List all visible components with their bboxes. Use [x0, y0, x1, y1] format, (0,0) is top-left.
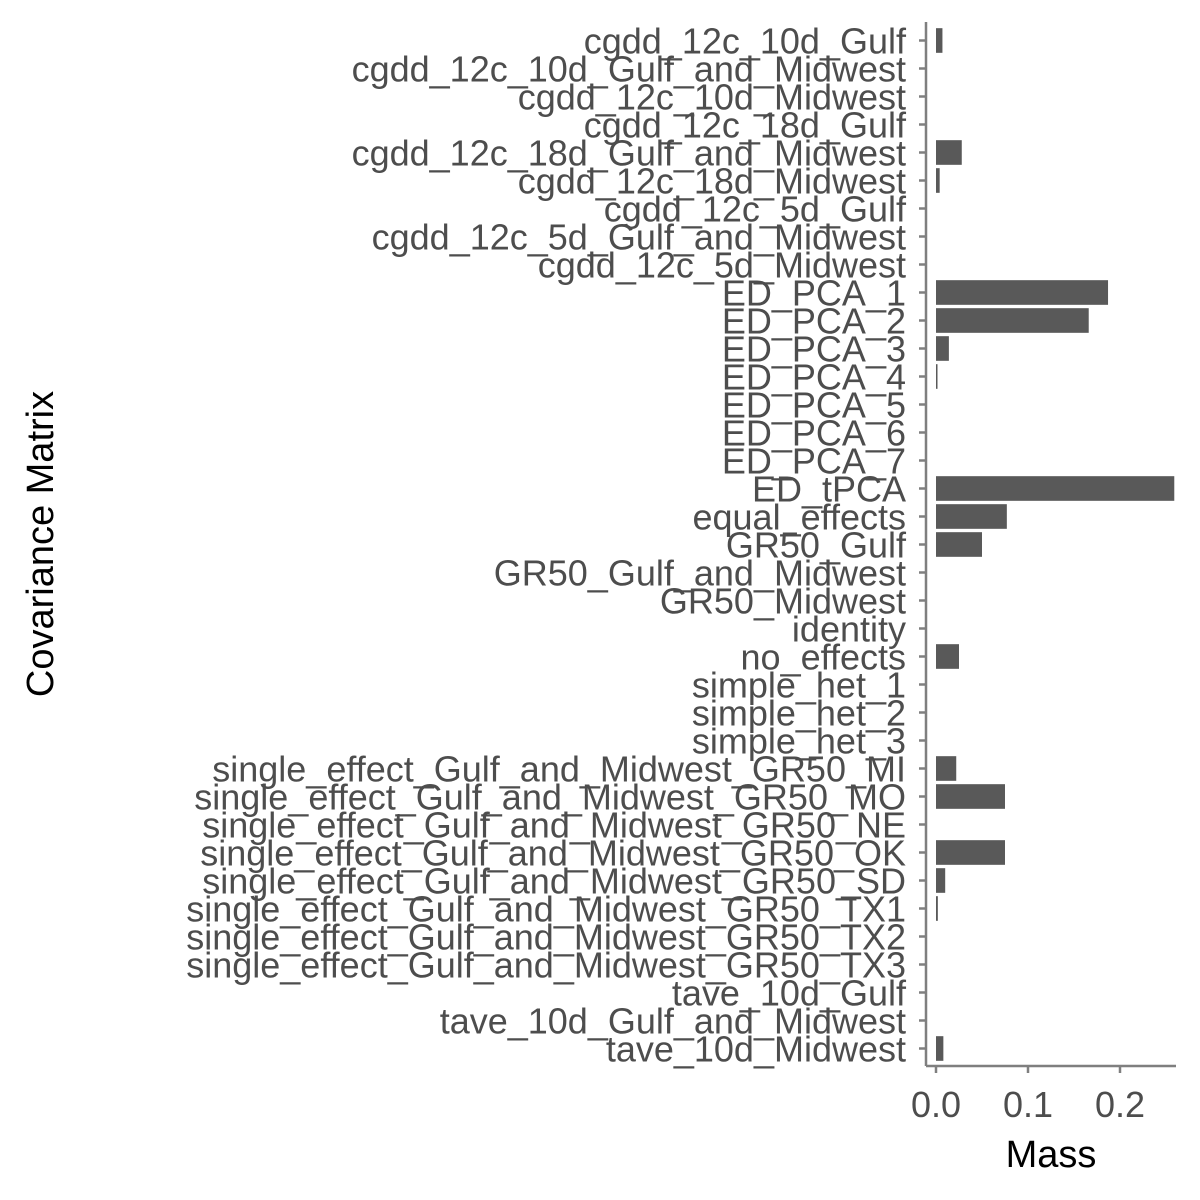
bar-single_effect_Gulf_and_Midwest_GR50_MO: [936, 784, 1005, 809]
x-tick-label: 0.1: [1003, 1084, 1053, 1125]
category-label: single_effect_Gulf_and_Midwest_GR50_SD: [202, 861, 906, 902]
category-label: equal_effects: [692, 497, 906, 538]
bar-ED_PCA_1: [936, 280, 1109, 305]
bar-cgdd_12c_18d_Midwest: [936, 168, 940, 193]
category-label: single_effect_Gulf_and_Midwest_GR50_MI: [212, 749, 906, 790]
category-label: cgdd_12c_5d_Gulf: [604, 189, 907, 230]
bar-tave_10d_Midwest: [936, 1036, 944, 1061]
category-label: tave_10d_Gulf: [672, 973, 907, 1014]
bar-cgdd_12c_10d_Gulf: [936, 28, 943, 53]
y-axis-title: Covariance Matrix: [20, 391, 62, 697]
category-label: no_effects: [741, 637, 906, 678]
category-label: ED_PCA_6: [722, 413, 906, 454]
x-tick-label: 0.2: [1095, 1084, 1145, 1125]
category-label: cgdd_12c_10d_Gulf_and_Midwest: [352, 49, 906, 90]
category-label: simple_het_1: [692, 665, 906, 706]
bars-group: [936, 28, 1175, 1061]
category-label: simple_het_3: [692, 721, 906, 762]
category-label: cgdd_12c_18d_Midwest: [518, 161, 906, 202]
bar-single_effect_Gulf_and_Midwest_GR50_SD: [936, 868, 946, 893]
category-label: single_effect_Gulf_and_Midwest_GR50_TX3: [186, 945, 906, 986]
category-label: cgdd_12c_5d_Midwest: [538, 245, 906, 286]
category-label: ED_PCA_1: [722, 273, 906, 314]
bar-ED_PCA_2: [936, 308, 1089, 333]
category-label: GR50_Gulf: [726, 525, 907, 566]
category-label: GR50_Midwest: [660, 581, 906, 622]
bar-no_effects: [936, 644, 959, 669]
bar-ED_PCA_3: [936, 336, 949, 361]
category-label: single_effect_Gulf_and_Midwest_GR50_OK: [200, 833, 906, 874]
bar-ED_PCA_4: [936, 364, 938, 389]
x-axis-title: Mass: [1006, 1134, 1097, 1176]
bar-single_effect_Gulf_and_Midwest_GR50_OK: [936, 840, 1005, 865]
bar-single_effect_Gulf_and_Midwest_GR50_TX1: [936, 896, 938, 921]
category-label: cgdd_12c_18d_Gulf: [584, 105, 907, 146]
category-label: tave_10d_Midwest: [606, 1029, 906, 1070]
category-label: single_effect_Gulf_and_Midwest_GR50_NE: [202, 805, 906, 846]
x-ticks-group: 0.0 0.1 0.2: [911, 1066, 1145, 1125]
bar-equal_effects: [936, 504, 1007, 529]
category-label: cgdd_12c_5d_Gulf_and_Midwest: [372, 217, 906, 258]
category-label: ED_tPCA: [752, 469, 906, 510]
bar-cgdd_12c_18d_Gulf_and_Midwest: [936, 140, 962, 165]
category-label: simple_het_2: [692, 693, 906, 734]
category-label: single_effect_Gulf_and_Midwest_GR50_TX1: [186, 889, 906, 930]
category-label: single_effect_Gulf_and_Midwest_GR50_TX2: [186, 917, 906, 958]
category-label: cgdd_12c_10d_Midwest: [518, 77, 906, 118]
category-label: ED_PCA_7: [722, 441, 906, 482]
category-label: ED_PCA_4: [722, 357, 906, 398]
category-label: ED_PCA_5: [722, 385, 906, 426]
category-label: cgdd_12c_10d_Gulf: [584, 21, 907, 62]
x-tick-label: 0.0: [911, 1084, 961, 1125]
bar-single_effect_Gulf_and_Midwest_GR50_MI: [936, 756, 957, 781]
category-labels-group: cgdd_12c_10d_Gulfcgdd_12c_10d_Gulf_and_M…: [186, 21, 907, 1070]
category-label: tave_10d_Gulf_and_Midwest: [440, 1001, 906, 1042]
category-label: GR50_Gulf_and_Midwest: [494, 553, 906, 594]
category-label: identity: [792, 609, 906, 650]
category-label: single_effect_Gulf_and_Midwest_GR50_MO: [194, 777, 906, 818]
category-label: cgdd_12c_18d_Gulf_and_Midwest: [352, 133, 906, 174]
category-label: ED_PCA_3: [722, 329, 906, 370]
bar-ED_tPCA: [936, 476, 1175, 501]
category-label: ED_PCA_2: [722, 301, 906, 342]
bar-GR50_Gulf: [936, 532, 982, 557]
